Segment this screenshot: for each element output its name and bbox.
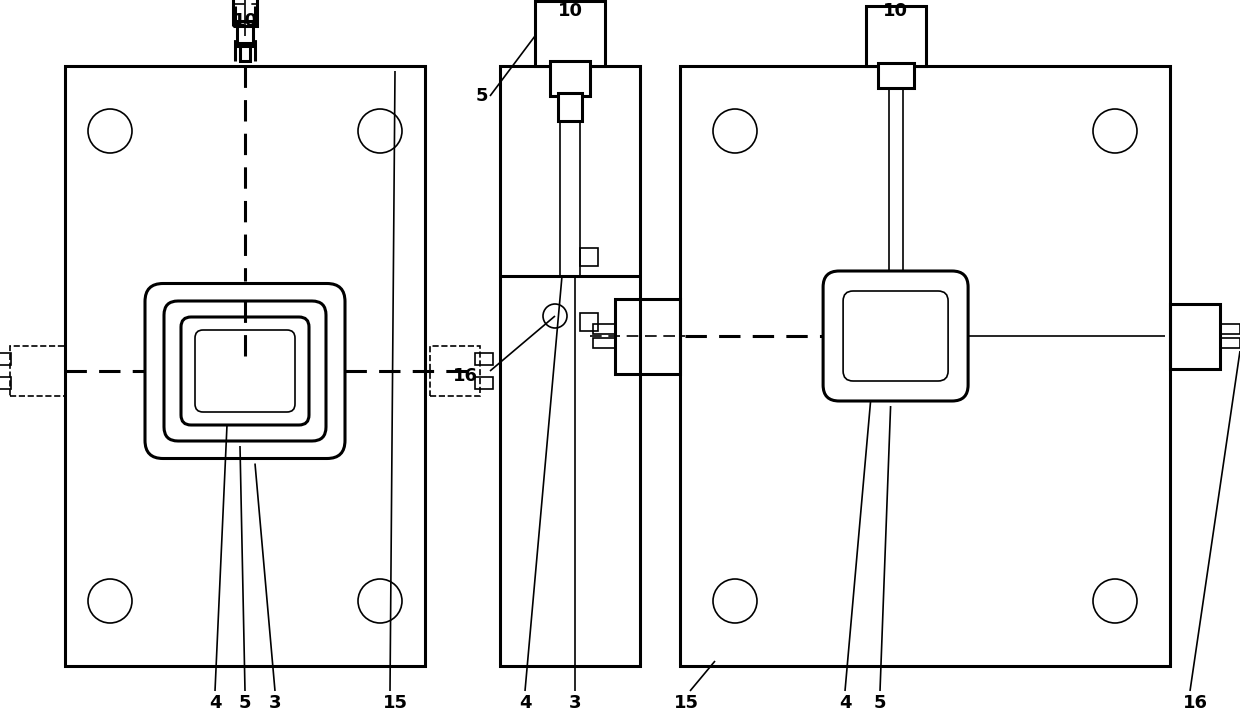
Bar [10,346,64,396]
Text: 16: 16 [1183,694,1208,712]
Bar [1171,304,1220,368]
Bar [64,66,425,666]
Text: 15: 15 [673,694,698,712]
Text: 5: 5 [476,87,489,105]
Text: 16: 16 [453,367,477,385]
Text: 15: 15 [382,694,408,712]
Bar [237,21,253,46]
Text: 5: 5 [239,694,252,712]
Bar [1220,338,1240,348]
Bar [475,377,494,389]
Bar [558,93,582,121]
Bar [593,338,615,348]
Text: 4: 4 [518,694,531,712]
Text: 10: 10 [558,2,583,20]
Bar [560,121,580,276]
Bar [580,313,598,331]
Bar [593,324,615,334]
Bar [430,346,480,396]
Bar [615,298,680,373]
Bar [475,353,494,365]
Text: 3: 3 [269,694,281,712]
Bar [241,43,250,61]
Text: 4: 4 [208,694,221,712]
Bar [866,6,925,66]
Bar [0,353,11,365]
Bar [580,248,598,266]
Bar [551,61,590,96]
Text: 3: 3 [569,694,582,712]
Text: 10: 10 [233,12,258,30]
Text: 5: 5 [874,694,887,712]
Bar [233,0,257,26]
Bar [0,377,11,389]
Bar [878,63,914,88]
Bar [1220,324,1240,334]
Bar [534,1,605,66]
Text: 10: 10 [883,2,908,20]
Text: 4: 4 [838,694,851,712]
Bar [680,66,1171,666]
Bar [500,66,640,666]
